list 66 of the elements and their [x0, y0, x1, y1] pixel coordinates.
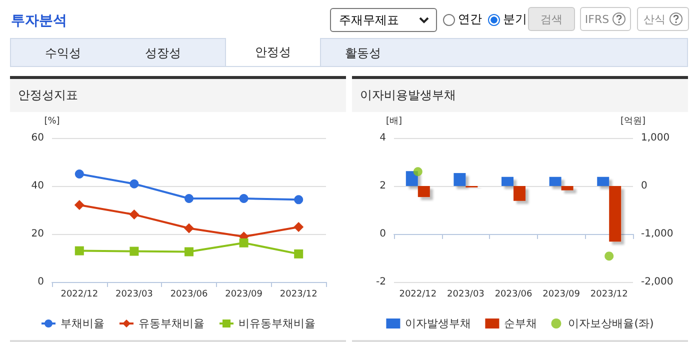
point [184, 223, 194, 234]
x-tick-label: 2023/12 [590, 290, 628, 300]
y-tick-label: 60 [31, 132, 44, 144]
text: 산식 [637, 7, 689, 31]
y2-tick-label: 0 [641, 180, 648, 192]
legend-label: 이자보상배율(좌) [568, 317, 654, 330]
chart-title: 이자비용발생부채 [352, 76, 688, 112]
y-tick-label: -2 [376, 276, 386, 288]
x-tick-label: 2023/09 [542, 290, 580, 300]
text: 분기 [502, 11, 527, 28]
text: 주재무제표 [330, 8, 437, 32]
point [74, 170, 84, 178]
y-tick-label: 20 [31, 228, 44, 240]
x-tick-label: 2022/12 [60, 290, 98, 300]
bar [502, 176, 514, 186]
text: 수익성 [44, 44, 82, 62]
text: 연간 [457, 11, 482, 28]
text: 성장성 [144, 44, 182, 62]
x-tick-label: 2023/12 [280, 290, 318, 300]
y-axis-title: [%] [44, 116, 60, 126]
bar [514, 186, 526, 201]
y2-tick-label: -2,000 [641, 276, 674, 288]
point [294, 222, 304, 232]
bar [609, 186, 622, 242]
point [184, 247, 194, 256]
text: IFRS [580, 7, 631, 31]
legend-label: 유동부채비율 [138, 317, 204, 330]
legend-label: 이자발생부채 [405, 317, 472, 330]
x-tick-label: 2023/03 [116, 290, 153, 300]
y-tick-label: 2 [380, 180, 386, 192]
point [294, 195, 304, 204]
bar [454, 173, 466, 186]
x-tick-label: 2022/12 [399, 290, 437, 300]
text: 검색 [528, 7, 575, 31]
point [184, 194, 194, 203]
x-tick-label: 2023/09 [225, 290, 263, 300]
point [74, 246, 84, 256]
point [130, 246, 139, 256]
x-tick-label: 2023/06 [170, 290, 208, 300]
y-axis-title: [배] [386, 116, 402, 126]
y2-tick-label: -1,000 [641, 228, 674, 240]
point [130, 179, 139, 188]
text: 투자분석 [11, 12, 67, 30]
x-tick-label: 2023/06 [494, 290, 532, 300]
y-tick-label: 40 [31, 180, 44, 192]
point [129, 210, 140, 220]
y2-axis-title: [억원] [620, 116, 646, 126]
y2-tick-label: 1,000 [641, 132, 670, 144]
legend-label: 비유동부채비율 [238, 317, 316, 330]
point [74, 200, 84, 210]
bar [561, 186, 574, 190]
y-tick-label: 0 [38, 276, 44, 288]
text: 활동성 [344, 44, 382, 62]
legend-label: 순부채 [504, 317, 538, 330]
point [239, 238, 248, 248]
point [294, 249, 304, 258]
bar [549, 176, 562, 186]
y-tick-label: 4 [380, 132, 386, 144]
y-tick-label: 0 [380, 228, 386, 240]
point [239, 194, 248, 203]
text: 안정성 [225, 38, 321, 66]
bar [418, 186, 430, 198]
x-tick-label: 2023/03 [447, 290, 484, 300]
chart-title: 안정성지표 [10, 76, 346, 112]
bar [597, 176, 610, 186]
legend-label: 부채비율 [60, 317, 104, 330]
